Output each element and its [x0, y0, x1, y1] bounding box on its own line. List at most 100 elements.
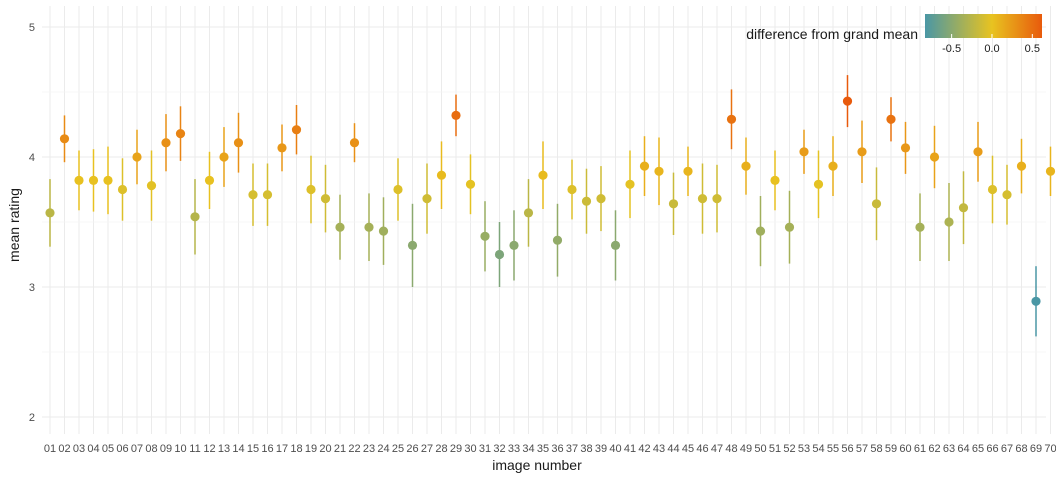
x-tick-label: 65 [972, 443, 984, 455]
data-point [465, 179, 476, 189]
legend-title: difference from grand mean [746, 26, 918, 42]
x-tick-label: 42 [638, 443, 650, 455]
x-tick-label: 06 [116, 443, 128, 455]
x-axis-title: image number [492, 457, 582, 473]
data-point [567, 184, 577, 195]
x-tick-label: 68 [1015, 443, 1027, 455]
data-point [407, 240, 418, 250]
x-tick-label: 31 [479, 443, 491, 455]
y-tick-label: 5 [29, 22, 35, 34]
data-point [813, 179, 824, 189]
x-tick-label: 01 [44, 443, 56, 455]
x-tick-label: 18 [290, 443, 302, 455]
x-tick-label: 39 [595, 443, 607, 455]
data-point [161, 138, 171, 148]
x-tick-label: 47 [711, 443, 723, 455]
data-point [480, 231, 490, 241]
x-tick-label: 36 [551, 443, 563, 455]
data-point [755, 226, 766, 236]
grid [42, 6, 1051, 434]
data-point [973, 147, 983, 157]
data-point [538, 170, 548, 180]
data-point [958, 203, 969, 213]
x-tick-label: 24 [377, 443, 389, 455]
data-point [146, 181, 157, 191]
x-tick-label: 43 [653, 443, 665, 455]
data-point [248, 190, 258, 200]
data-point [552, 235, 563, 245]
x-tick-label: 19 [305, 443, 317, 455]
legend-colorbar [925, 14, 1042, 38]
y-tick-label: 2 [29, 412, 35, 424]
data-point [770, 175, 780, 185]
data-point [799, 147, 809, 157]
x-tick-label: 09 [160, 443, 172, 455]
x-tick-label: 03 [73, 443, 85, 455]
x-tick-label: 07 [131, 443, 143, 455]
x-tick-label: 04 [87, 443, 99, 455]
x-tick-label: 13 [218, 443, 230, 455]
x-tick-label: 16 [261, 443, 273, 455]
x-tick-label: 58 [870, 443, 882, 455]
data-point [944, 217, 954, 227]
x-tick-label: 70 [1044, 443, 1056, 455]
x-tick-label: 35 [537, 443, 549, 455]
data-point [422, 194, 432, 204]
data-point [987, 184, 998, 195]
data-point [277, 143, 287, 153]
x-tick-label: 50 [754, 443, 766, 455]
data-point [364, 222, 374, 232]
x-tick-label: 56 [841, 443, 853, 455]
x-tick-label: 45 [682, 443, 694, 455]
x-tick-label: 63 [943, 443, 955, 455]
data-point [871, 199, 882, 209]
data-point [625, 179, 635, 189]
x-tick-label: 05 [102, 443, 114, 455]
data-point [88, 175, 99, 185]
x-tick-label: 27 [421, 443, 433, 455]
data-point [581, 196, 592, 206]
data-point [349, 138, 360, 148]
data-point [828, 161, 838, 171]
x-tick-label: 69 [1030, 443, 1042, 455]
data-point [233, 138, 244, 148]
x-tick-label: 41 [624, 443, 636, 455]
data-point [74, 175, 84, 185]
x-tick-label: 14 [232, 443, 244, 455]
x-tick-label: 64 [957, 443, 969, 455]
data-point [726, 114, 737, 124]
data-point [929, 152, 940, 162]
x-tick-label: 61 [914, 443, 926, 455]
legend-tick-label: -0.5 [942, 43, 961, 55]
x-tick-label: 08 [145, 443, 157, 455]
data-point [610, 240, 621, 250]
x-tick-label: 59 [885, 443, 897, 455]
x-tick-labels: 01 02 03 04 05 06 07 08 09 10 11 12 13 14 15 16 17 18 19 20… [44, 443, 1056, 455]
data-point [335, 222, 345, 232]
data-point [291, 125, 302, 135]
data-point [509, 240, 519, 250]
x-tick-label: 11 [189, 443, 200, 455]
data-point [1002, 190, 1012, 200]
data-point [915, 222, 925, 232]
data-point [886, 114, 896, 124]
data-point [190, 212, 200, 222]
data-point [842, 96, 853, 106]
x-tick-label: 57 [856, 443, 868, 455]
x-tick-label: 51 [769, 443, 781, 455]
data-point [857, 147, 867, 157]
x-tick-label: 66 [986, 443, 998, 455]
data-point [436, 170, 447, 180]
x-tick-label: 12 [203, 443, 215, 455]
x-tick-label: 33 [508, 443, 520, 455]
data-point [1045, 166, 1056, 176]
data-point [741, 161, 751, 171]
data-point [900, 143, 911, 153]
data-point [219, 152, 229, 162]
x-tick-label: 32 [493, 443, 505, 455]
x-tick-label: 34 [522, 443, 534, 455]
legend: difference from grand mean -0.5 0.0 0.5 [746, 14, 1042, 55]
x-tick-label: 15 [247, 443, 259, 455]
x-tick-label: 52 [783, 443, 795, 455]
